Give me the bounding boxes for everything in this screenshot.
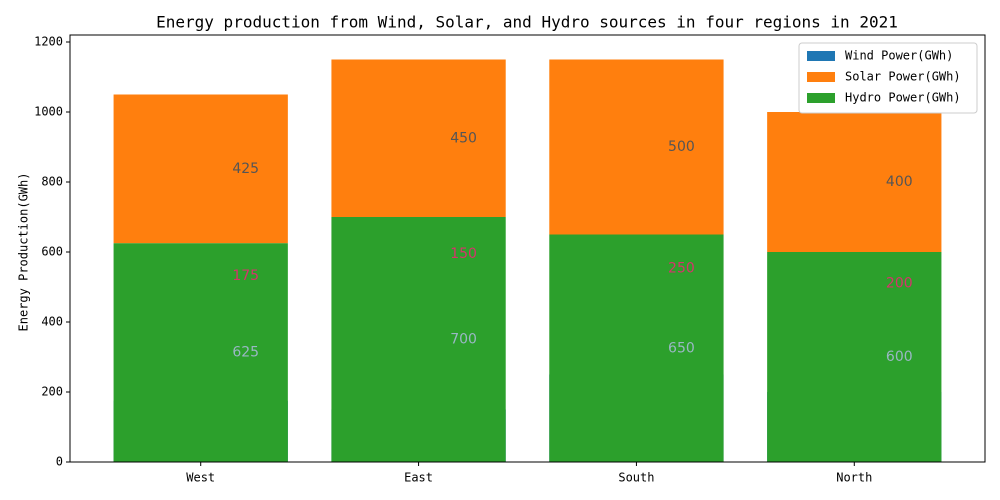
y-tick-label: 400 [41, 315, 63, 329]
value-label: 200 [886, 276, 913, 292]
y-tick-label: 1000 [34, 105, 63, 119]
bar [549, 59, 724, 235]
bar [113, 94, 288, 244]
value-label: 400 [886, 174, 913, 190]
bar [331, 217, 506, 462]
x-tick-label: North [836, 471, 872, 485]
x-tick-label: South [618, 471, 654, 485]
legend-swatch [807, 72, 835, 82]
legend-swatch [807, 93, 835, 103]
value-label: 150 [450, 246, 477, 262]
y-tick-label: 0 [56, 455, 63, 469]
value-label: 250 [668, 261, 695, 277]
chart-title: Energy production from Wind, Solar, and … [156, 13, 898, 32]
plot-frame [69, 34, 986, 463]
x-tick-label: East [404, 471, 433, 485]
x-tick-label: West [186, 471, 215, 485]
bar [767, 112, 942, 252]
value-label: 700 [450, 332, 477, 348]
value-label: 650 [668, 340, 695, 356]
legend-swatch [807, 51, 835, 61]
legend-label: Hydro Power(GWh) [845, 91, 961, 105]
bar [767, 252, 942, 462]
value-label: 625 [232, 345, 259, 361]
value-label: 500 [668, 139, 695, 155]
y-tick-label: 1200 [34, 35, 63, 49]
bar [331, 59, 506, 217]
value-label: 175 [232, 268, 259, 284]
legend: Wind Power(GWh) Solar Power(GWh) Hydro Pow… [798, 42, 978, 114]
value-label: 600 [886, 349, 913, 365]
legend-box [798, 42, 978, 114]
bar [113, 243, 288, 462]
y-tick-label: 600 [41, 245, 63, 259]
legend-label: Wind Power(GWh) [845, 49, 953, 63]
value-label: 425 [232, 161, 259, 177]
y-tick-label: 800 [41, 175, 63, 189]
bar [549, 234, 724, 462]
y-axis-label: Energy Production(GWh) [17, 173, 31, 332]
value-label: 450 [450, 130, 477, 146]
legend-label: Solar Power(GWh) [845, 70, 961, 84]
y-tick-label: 200 [41, 385, 63, 399]
